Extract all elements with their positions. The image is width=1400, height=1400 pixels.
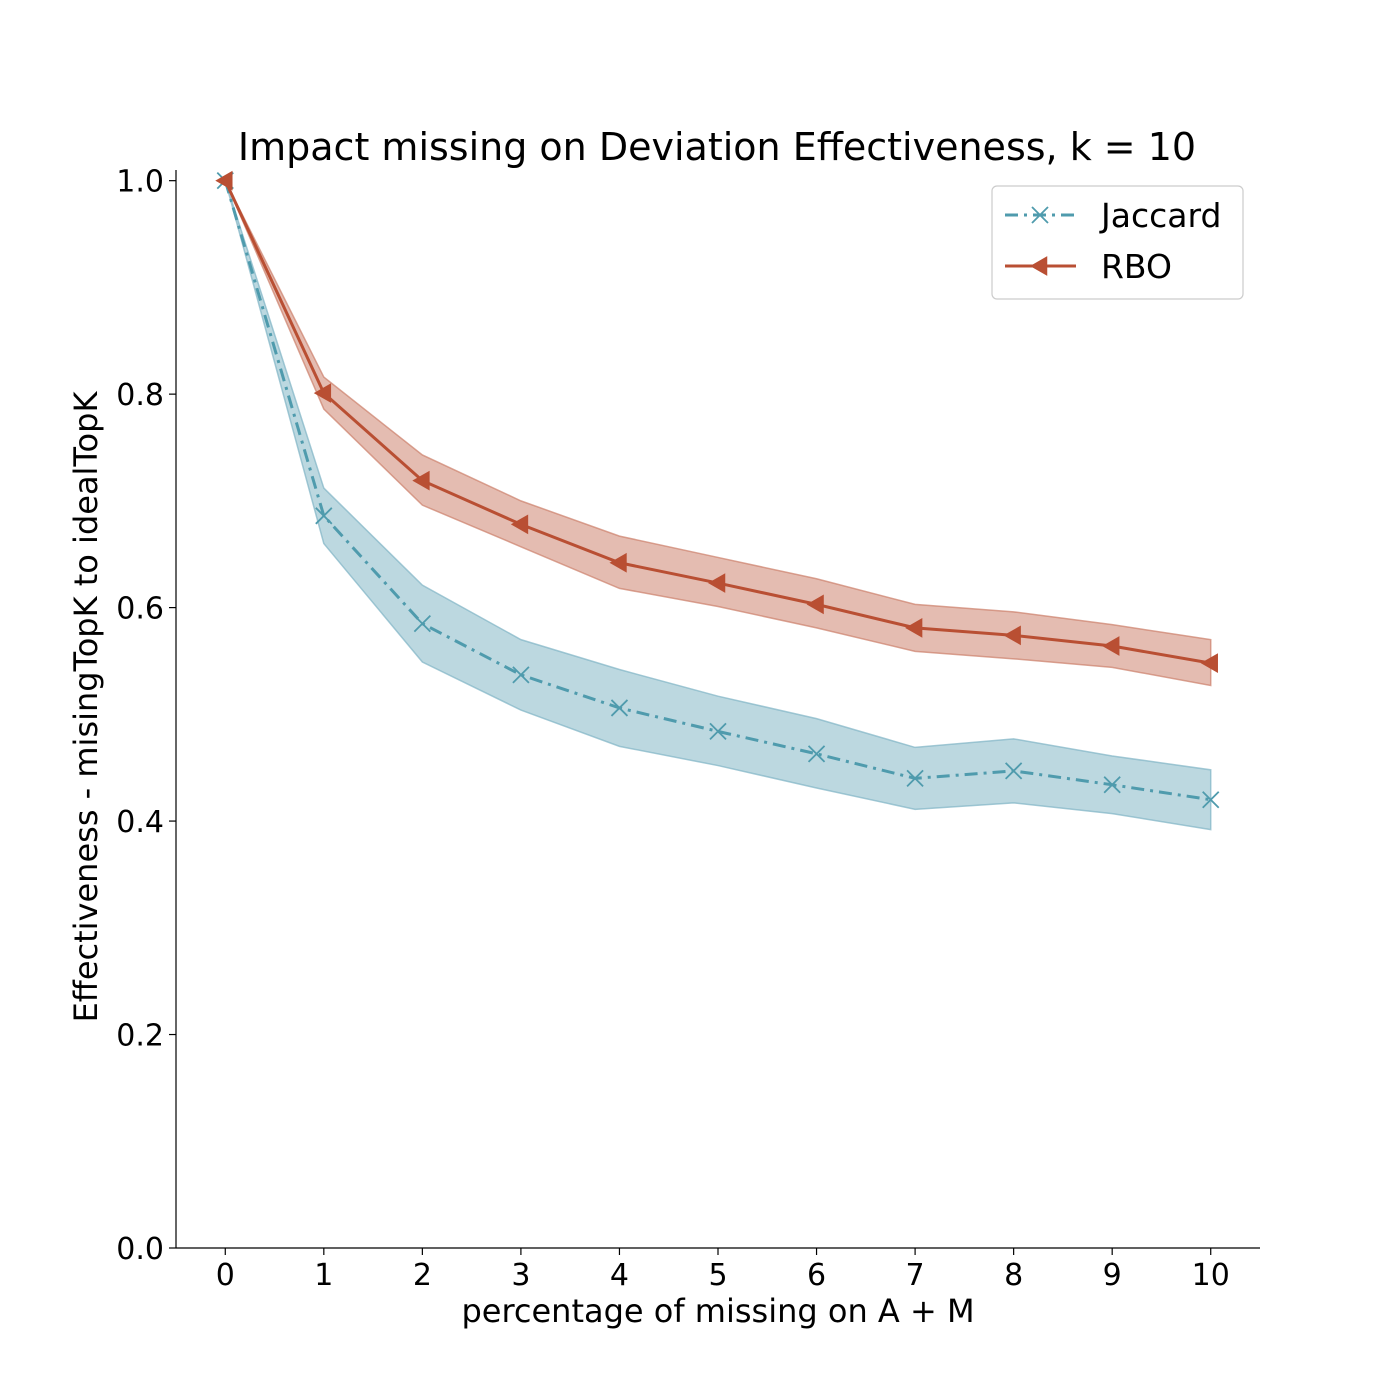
jaccard-point — [906, 769, 924, 788]
y-axis-label: Effectiveness - misingTopK to idealTopK — [67, 391, 105, 1023]
y-tick-label: 0.6 — [116, 592, 164, 627]
y-tick-label: 0.4 — [116, 805, 164, 840]
x-tick-label: 4 — [610, 1258, 629, 1293]
jaccard-point — [1202, 791, 1220, 809]
x-tick-label: 2 — [413, 1258, 432, 1293]
rbo-point — [707, 573, 726, 593]
jaccard-point — [610, 699, 629, 717]
jaccard-point — [807, 745, 826, 763]
x-tick-label: 3 — [511, 1258, 530, 1293]
x-tick-label: 9 — [1103, 1258, 1122, 1293]
legend-label-jaccard: Jaccard — [1099, 196, 1221, 235]
x-tick-label: 10 — [1192, 1258, 1230, 1293]
rbo-point — [510, 514, 529, 535]
rbo-point — [215, 170, 233, 191]
jaccard-point — [1005, 762, 1023, 780]
rbo-point — [1200, 653, 1218, 673]
rbo-point — [1102, 636, 1120, 656]
jaccard-point — [315, 507, 333, 525]
y-tick-label: 1.0 — [116, 165, 164, 200]
y-tick-label: 0.0 — [116, 1232, 164, 1267]
x-tick-label: 5 — [708, 1258, 727, 1293]
rbo-point — [609, 552, 627, 573]
legend-marker-rbo — [1029, 256, 1048, 276]
x-tick-label: 8 — [1004, 1258, 1023, 1293]
legend: Jaccard RBO — [991, 185, 1244, 300]
rbo-point — [412, 470, 430, 491]
legend-marker-jaccard — [1031, 206, 1049, 224]
rbo-point — [1003, 625, 1021, 646]
legend-label-rbo: RBO — [1101, 247, 1172, 286]
series-markers — [215, 170, 1220, 809]
jaccard-point — [709, 722, 727, 741]
chart-title: Impact missing on Deviation Effectivenes… — [238, 125, 1196, 169]
x-tick-label: 6 — [807, 1258, 826, 1293]
x-tick-label: 0 — [216, 1258, 235, 1293]
jaccard-point — [1103, 776, 1121, 794]
x-axis-ticks: 0 1 2 3 4 5 6 7 8 9 10 — [216, 1248, 1230, 1293]
rbo-point — [905, 618, 923, 638]
jaccard-point — [413, 614, 432, 633]
x-tick-label: 1 — [314, 1258, 333, 1293]
x-axis-label: percentage of missing on A + M — [461, 1292, 974, 1330]
y-tick-label: 0.2 — [116, 1019, 164, 1054]
jaccard-point — [512, 666, 530, 684]
y-tick-label: 0.8 — [116, 378, 164, 413]
x-tick-label: 7 — [906, 1258, 925, 1293]
rbo-point — [806, 594, 824, 615]
rbo-point — [313, 383, 332, 403]
y-axis-ticks: 0.0 0.2 0.4 0.6 0.8 1.0 — [116, 165, 176, 1267]
